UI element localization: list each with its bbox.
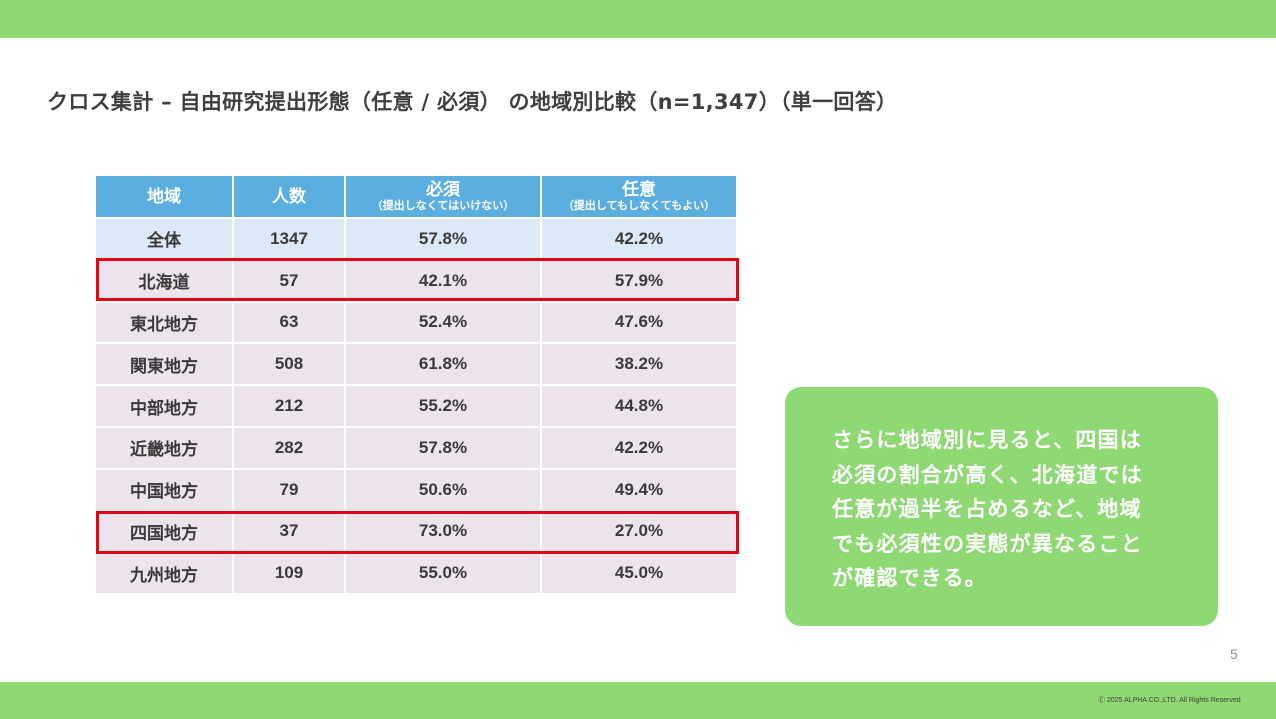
cell-required: 57.8%	[345, 426, 542, 470]
cell-count: 57	[233, 259, 346, 303]
page-number: 5	[1230, 646, 1238, 662]
cell-required: 55.0%	[345, 552, 542, 596]
cell-optional: 27.0%	[541, 510, 738, 554]
cell-count: 37	[233, 510, 346, 554]
cell-required: 52.4%	[345, 301, 542, 345]
cell-required: 61.8%	[345, 343, 542, 387]
header-optional-label: 任意	[622, 179, 656, 199]
cell-optional: 38.2%	[541, 343, 738, 387]
cell-count: 282	[233, 426, 346, 470]
callout-text: さらに地域別に見ると、四国は 必須の割合が高く、北海道では 任意が過半を占めるな…	[832, 423, 1188, 596]
cell-region: 東北地方	[96, 301, 234, 345]
bottom-accent-bar	[0, 682, 1276, 719]
top-accent-bar	[0, 0, 1276, 38]
table-row: 北海道 57 42.1% 57.9%	[96, 259, 738, 303]
table-header-row: 地域 人数 必須 （提出しなくてはいけない） 任意 （提出してもしなくてもよい）	[96, 176, 738, 219]
header-required: 必須 （提出しなくてはいけない）	[345, 176, 542, 219]
summary-callout: さらに地域別に見ると、四国は 必須の割合が高く、北海道では 任意が過半を占めるな…	[785, 387, 1218, 626]
cell-region: 中国地方	[96, 468, 234, 512]
cell-required: 73.0%	[345, 510, 542, 554]
cell-region: 関東地方	[96, 343, 234, 387]
table-row: 四国地方 37 73.0% 27.0%	[96, 510, 738, 554]
cell-count: 63	[233, 301, 346, 345]
cell-count: 109	[233, 552, 346, 596]
cell-optional: 42.2%	[541, 218, 738, 261]
header-required-label: 必須	[426, 179, 460, 199]
cell-optional: 47.6%	[541, 301, 738, 345]
cell-optional: 44.8%	[541, 385, 738, 428]
cell-optional: 57.9%	[541, 259, 738, 303]
cell-required: 57.8%	[345, 218, 542, 261]
cell-count: 508	[233, 343, 346, 387]
cell-region: 中部地方	[96, 385, 234, 428]
cell-required: 55.2%	[345, 385, 542, 428]
table-row: 関東地方 508 61.8% 38.2%	[96, 343, 738, 387]
table-row: 九州地方 109 55.0% 45.0%	[96, 552, 738, 596]
table-row-total: 全体 1347 57.8% 42.2%	[96, 218, 738, 261]
copyright-text: Ⓒ 2025 ALPHA CO.,LTD. All Rights Reserve…	[1098, 697, 1241, 704]
header-region: 地域	[96, 176, 234, 219]
cell-region: 九州地方	[96, 552, 234, 596]
header-count: 人数	[233, 176, 346, 219]
cell-count: 1347	[233, 218, 346, 261]
callout-line: でも必須性の実態が異なること	[832, 531, 1143, 556]
callout-line: 必須の割合が高く、北海道では	[832, 462, 1143, 487]
table-row: 近畿地方 282 57.8% 42.2%	[96, 426, 738, 470]
cell-region: 全体	[96, 218, 234, 261]
table-row: 東北地方 63 52.4% 47.6%	[96, 301, 738, 345]
header-optional: 任意 （提出してもしなくてもよい）	[541, 176, 738, 219]
callout-line: さらに地域別に見ると、四国は	[832, 428, 1142, 452]
cell-count: 212	[233, 385, 346, 428]
table-row: 中部地方 212 55.2% 44.8%	[96, 385, 738, 428]
cell-optional: 42.2%	[541, 426, 738, 470]
header-required-sub: （提出しなくてはいけない）	[371, 199, 515, 212]
cell-optional: 49.4%	[541, 468, 738, 512]
slide-title: クロス集計 – 自由研究提出形態（任意 / 必須） の地域別比較（n=1,347…	[47, 90, 898, 114]
header-optional-sub: （提出してもしなくてもよい）	[562, 199, 716, 212]
cell-region: 四国地方	[96, 510, 234, 554]
callout-line: が確認できる。	[832, 566, 987, 590]
cell-required: 42.1%	[345, 259, 542, 303]
cell-optional: 45.0%	[541, 552, 738, 596]
crosstab-table: 地域 人数 必須 （提出しなくてはいけない） 任意 （提出してもしなくてもよい）…	[96, 176, 738, 596]
table-row: 中国地方 79 50.6% 49.4%	[96, 468, 738, 512]
cell-region: 近畿地方	[96, 426, 234, 470]
cell-required: 50.6%	[345, 468, 542, 512]
callout-line: 任意が過半を占めるなど、地域	[832, 497, 1142, 521]
cell-region: 北海道	[96, 259, 234, 303]
cell-count: 79	[233, 468, 346, 512]
